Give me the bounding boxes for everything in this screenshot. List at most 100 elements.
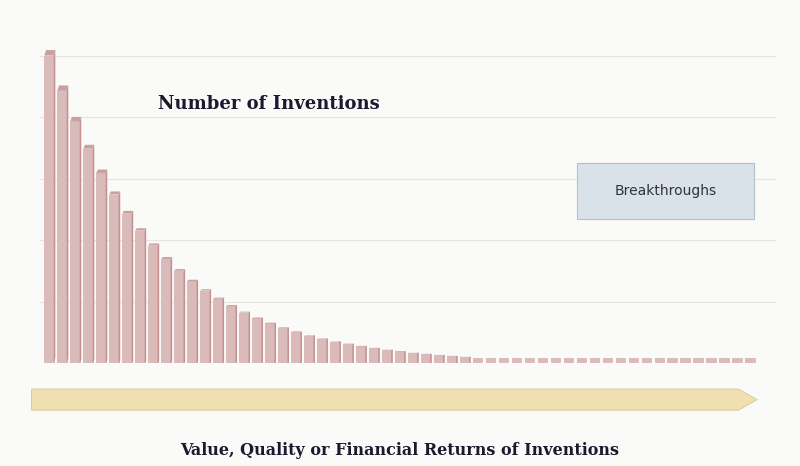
Bar [681, 358, 690, 363]
Bar [447, 356, 456, 363]
Bar [148, 246, 158, 363]
Polygon shape [213, 298, 224, 299]
Polygon shape [235, 305, 237, 363]
Bar [498, 358, 508, 363]
Polygon shape [404, 351, 406, 363]
Polygon shape [58, 85, 68, 90]
Bar [667, 358, 677, 363]
Bar [577, 358, 586, 363]
Polygon shape [226, 305, 237, 306]
Bar [45, 55, 54, 363]
FancyBboxPatch shape [578, 164, 754, 219]
Polygon shape [93, 145, 94, 363]
Polygon shape [304, 335, 315, 336]
Polygon shape [314, 335, 315, 363]
Bar [486, 358, 495, 363]
Bar [265, 323, 274, 363]
Bar [187, 281, 197, 363]
Polygon shape [80, 117, 82, 363]
Polygon shape [278, 327, 289, 328]
Bar [226, 306, 235, 363]
Bar [732, 358, 742, 363]
Polygon shape [132, 211, 134, 363]
Polygon shape [31, 389, 757, 410]
Bar [550, 358, 560, 363]
Polygon shape [183, 269, 185, 363]
Polygon shape [162, 257, 172, 259]
Bar [135, 231, 145, 363]
Bar [564, 358, 573, 363]
Bar [239, 313, 249, 363]
Polygon shape [352, 343, 354, 363]
Bar [291, 332, 300, 363]
Polygon shape [326, 338, 328, 363]
Polygon shape [135, 228, 146, 231]
Bar [110, 194, 118, 363]
Polygon shape [187, 280, 198, 281]
Polygon shape [197, 280, 198, 363]
Bar [473, 357, 482, 363]
Text: Number of Inventions: Number of Inventions [158, 95, 379, 112]
Polygon shape [83, 145, 94, 149]
Bar [525, 358, 534, 363]
Polygon shape [54, 50, 55, 363]
Bar [162, 259, 170, 363]
Bar [96, 173, 106, 363]
Polygon shape [70, 117, 82, 121]
Polygon shape [287, 327, 289, 363]
Bar [382, 350, 391, 363]
Bar [356, 346, 366, 363]
Polygon shape [249, 312, 250, 363]
Bar [213, 299, 222, 363]
Bar [317, 339, 326, 363]
Polygon shape [222, 298, 224, 363]
Polygon shape [122, 211, 134, 213]
Polygon shape [239, 312, 250, 313]
Bar [719, 358, 729, 363]
Bar [200, 290, 210, 363]
Bar [602, 358, 612, 363]
Polygon shape [443, 355, 445, 363]
Polygon shape [106, 170, 107, 363]
Text: Value, Quality or Financial Returns of Inventions: Value, Quality or Financial Returns of I… [181, 442, 619, 459]
Bar [395, 351, 404, 363]
Text: Breakthroughs: Breakthroughs [614, 184, 717, 198]
Bar [252, 318, 262, 363]
Polygon shape [45, 50, 55, 55]
Polygon shape [366, 346, 367, 363]
Polygon shape [300, 331, 302, 363]
Polygon shape [291, 331, 302, 332]
Polygon shape [252, 317, 263, 318]
Bar [590, 358, 599, 363]
Polygon shape [200, 289, 211, 290]
Polygon shape [339, 341, 341, 363]
Bar [343, 344, 352, 363]
Polygon shape [262, 317, 263, 363]
Polygon shape [145, 228, 146, 363]
Bar [706, 358, 716, 363]
Polygon shape [148, 243, 159, 246]
Bar [434, 355, 443, 363]
Polygon shape [66, 85, 68, 363]
Bar [629, 358, 638, 363]
Bar [122, 213, 132, 363]
Bar [58, 90, 66, 363]
Bar [278, 328, 287, 363]
Polygon shape [469, 357, 470, 363]
Bar [694, 358, 702, 363]
Polygon shape [430, 354, 432, 363]
Polygon shape [378, 348, 380, 363]
Polygon shape [210, 289, 211, 363]
Polygon shape [170, 257, 172, 363]
Polygon shape [174, 269, 185, 271]
Bar [642, 358, 651, 363]
Polygon shape [391, 350, 393, 363]
Bar [304, 336, 314, 363]
Polygon shape [118, 192, 120, 363]
Bar [83, 149, 93, 363]
Bar [70, 121, 80, 363]
Polygon shape [158, 243, 159, 363]
Polygon shape [274, 323, 276, 363]
Polygon shape [96, 170, 107, 173]
Bar [421, 354, 430, 363]
